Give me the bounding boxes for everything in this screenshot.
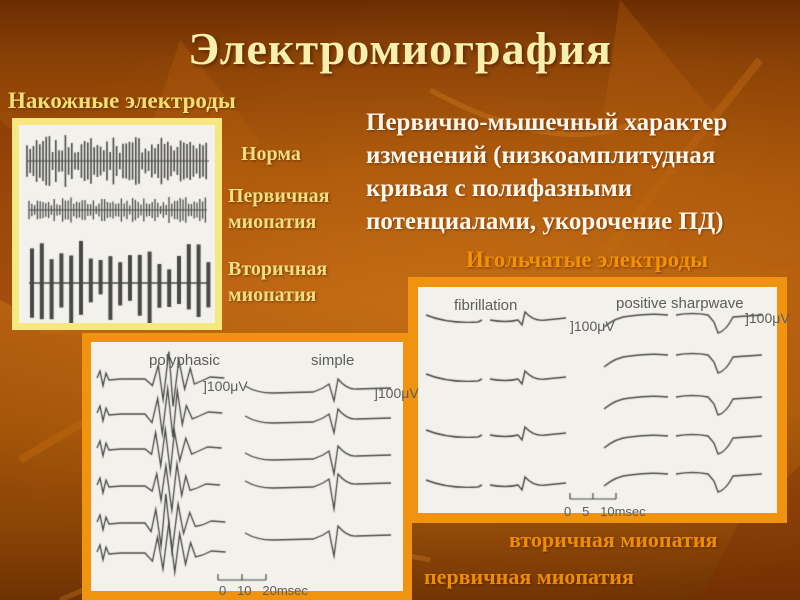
- needle-emg-figure: fibrillation positive sharpwave ]100μV ]…: [408, 277, 790, 523]
- body-text: Первично-мышечный характер изменений (ни…: [366, 109, 728, 235]
- amp-scale-label-polyphasic: ]100μV: [203, 378, 248, 394]
- label-norma: Норма: [241, 143, 301, 165]
- label-primary-myopathy: Первичная миопатия: [228, 185, 330, 233]
- motor-unit-potentials-figure: polyphasic simple ]100μV ]100μV 0 10 20m…: [82, 333, 419, 600]
- skin-emg-figure: [12, 118, 222, 330]
- needle-emg-traces-image: [418, 287, 777, 513]
- simple-caption: simple: [311, 352, 355, 369]
- polyphasic-caption: polyphasic: [149, 352, 220, 369]
- secondary-myopathy-label: вторичная миопатия: [509, 527, 718, 552]
- needle-electrodes-heading: Игольчатые электроды: [466, 247, 709, 272]
- motor-unit-traces-image: [91, 342, 403, 591]
- label-secondary-myopathy: Вторичная миопатия: [228, 258, 328, 306]
- amp-scale-label-sharpwave: ]100μV: [745, 310, 790, 326]
- time-scale-label-needle: 0 5 10msec: [564, 504, 646, 519]
- skin-emg-traces-image: [19, 125, 215, 323]
- amp-scale-label-fibrillation: ]100μV: [570, 318, 615, 334]
- primary-myopathy-label: первичная миопатия: [424, 564, 634, 589]
- amp-scale-label-simple: ]100μV: [374, 385, 419, 401]
- time-scale-label-poly: 0 10 20msec: [219, 583, 308, 598]
- slide-title: Электромиография: [188, 23, 612, 74]
- fibrillation-caption: fibrillation: [454, 297, 518, 314]
- skin-electrodes-heading: Накожные электроды: [8, 88, 236, 113]
- positive-sharpwave-caption: positive sharpwave: [616, 295, 744, 312]
